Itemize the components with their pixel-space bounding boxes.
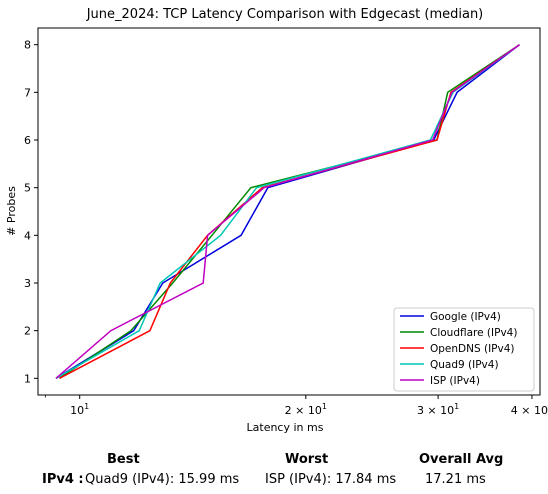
legend-frame xyxy=(393,307,535,392)
summary-worst-value: ISP (IPv4): 17.84 ms xyxy=(265,472,397,487)
legend: Google (IPv4) Cloudflare (IPv4) OpenDNS (I… xyxy=(393,307,535,392)
y-tick-label: 4 xyxy=(24,229,31,242)
x-tick-label: 3 × 101 xyxy=(417,402,459,417)
legend-label: OpenDNS (IPv4) xyxy=(430,343,515,355)
series-line xyxy=(55,44,520,379)
y-axis-ticks: 1 2 3 4 5 6 7 8 xyxy=(24,39,38,385)
chart-title: June_2024: TCP Latency Comparison with E… xyxy=(86,7,484,22)
y-tick-label: 5 xyxy=(24,182,31,195)
legend-label: Cloudflare (IPv4) xyxy=(430,327,517,339)
legend-label: Quad9 (IPv4) xyxy=(430,359,499,371)
x-tick-label: 4 × 101 xyxy=(511,402,548,417)
x-axis-label: Latency in ms xyxy=(247,421,324,434)
summary-header-worst: Worst xyxy=(285,452,329,467)
series-lines xyxy=(55,44,520,379)
y-axis-label: # Probes xyxy=(5,186,18,236)
legend-label: Google (IPv4) xyxy=(430,311,501,323)
summary-row-label: IPv4 : xyxy=(42,472,84,487)
y-tick-label: 7 xyxy=(24,86,31,99)
plot-area-frame xyxy=(37,27,541,396)
latency-chart: June_2024: TCP Latency Comparison with E… xyxy=(5,7,548,434)
y-tick-label: 1 xyxy=(24,372,31,385)
series-line xyxy=(59,44,520,379)
y-tick-label: 8 xyxy=(24,39,31,52)
summary-header-best: Best xyxy=(107,452,140,467)
legend-label: ISP (IPv4) xyxy=(430,375,480,387)
x-tick-label: 101 xyxy=(70,402,89,417)
y-tick-label: 6 xyxy=(24,134,31,147)
x-axis-ticks: 101 2 × 101 3 × 101 4 × 101 xyxy=(44,395,548,417)
summary-best-value: Quad9 (IPv4): 15.99 ms xyxy=(85,472,240,487)
y-tick-label: 2 xyxy=(24,325,31,338)
x-tick-label: 2 × 101 xyxy=(285,402,327,417)
summary-avg-value: 17.21 ms xyxy=(425,472,486,487)
y-tick-label: 3 xyxy=(24,277,31,290)
summary-header-avg: Overall Avg xyxy=(419,452,504,467)
